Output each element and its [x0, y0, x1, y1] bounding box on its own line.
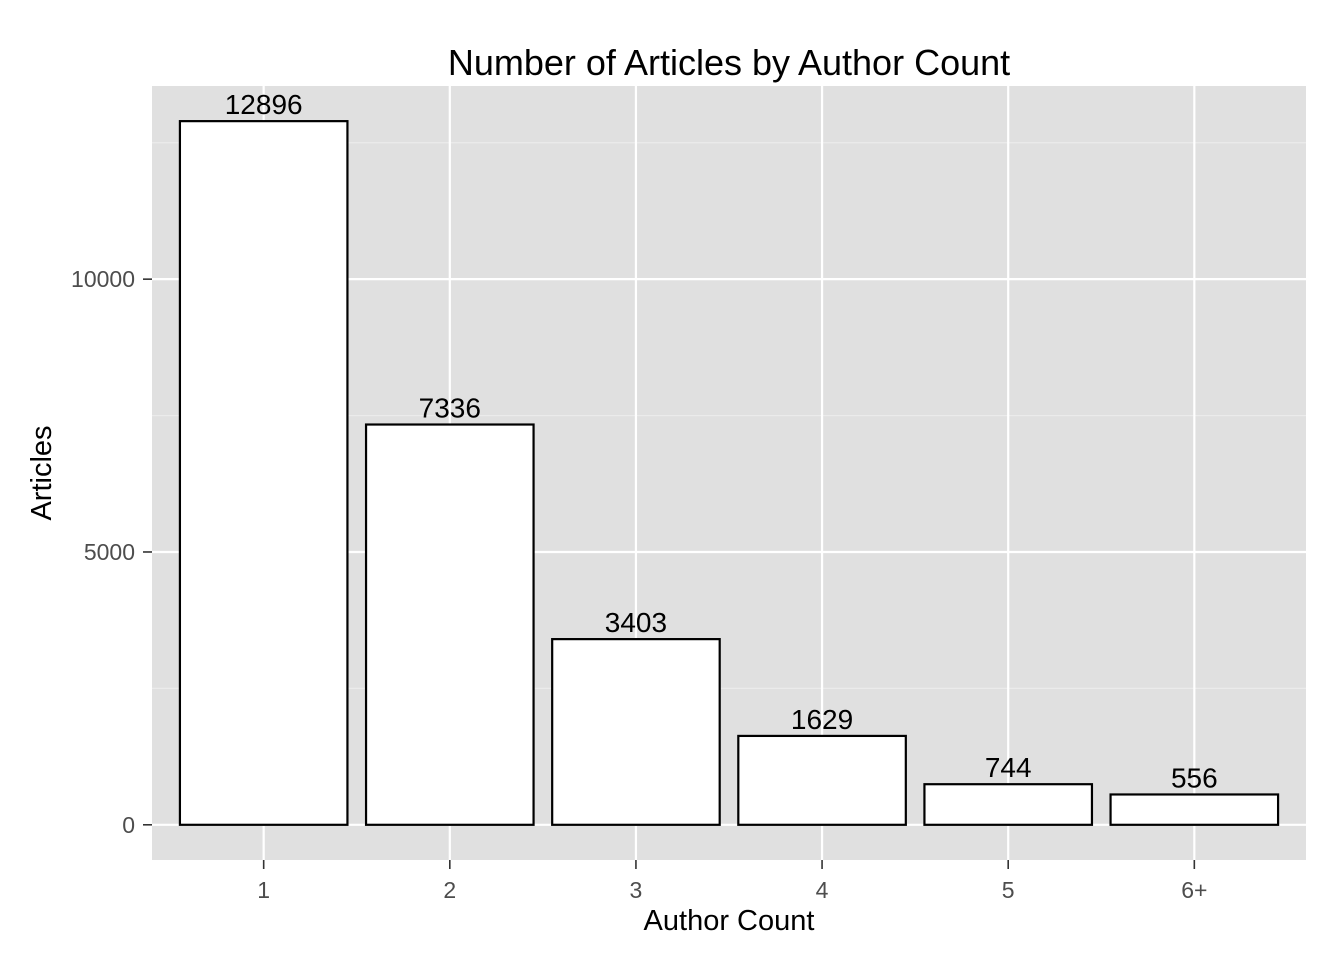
y-axis: 0 5000 10000: [71, 266, 152, 838]
bar-4: [737, 734, 907, 826]
x-tick-label: 1: [257, 877, 270, 903]
data-label-4: 1629: [791, 704, 853, 735]
y-axis-title: Articles: [26, 425, 58, 520]
bar-2: [364, 423, 535, 826]
y-tick-label: 0: [122, 812, 135, 838]
data-labels: 12896 7336 3403 1629 744 556: [225, 89, 1218, 793]
data-label-5: 744: [985, 752, 1032, 783]
x-tick-label: 5: [1002, 877, 1015, 903]
x-tick-label: 4: [816, 877, 829, 903]
x-axis: 1 2 3 4 5 6+: [257, 860, 1207, 903]
bar-5: [923, 783, 1094, 826]
data-label-6+: 556: [1171, 762, 1218, 793]
x-tick-label: 2: [443, 877, 456, 903]
y-tick-label: 10000: [71, 266, 135, 292]
bars: [178, 120, 1280, 826]
y-tick-label: 5000: [84, 539, 135, 565]
bar-3: [551, 638, 721, 826]
data-label-1: 12896: [225, 89, 303, 120]
bar-6+: [1109, 793, 1280, 826]
x-tick-label: 6+: [1181, 877, 1207, 903]
data-label-3: 3403: [605, 607, 667, 638]
x-tick-label: 3: [630, 877, 643, 903]
bar-1: [178, 120, 349, 826]
data-label-2: 7336: [419, 393, 481, 424]
x-axis-title: Author Count: [644, 905, 815, 937]
chart-title: Number of Articles by Author Count: [448, 42, 1010, 83]
